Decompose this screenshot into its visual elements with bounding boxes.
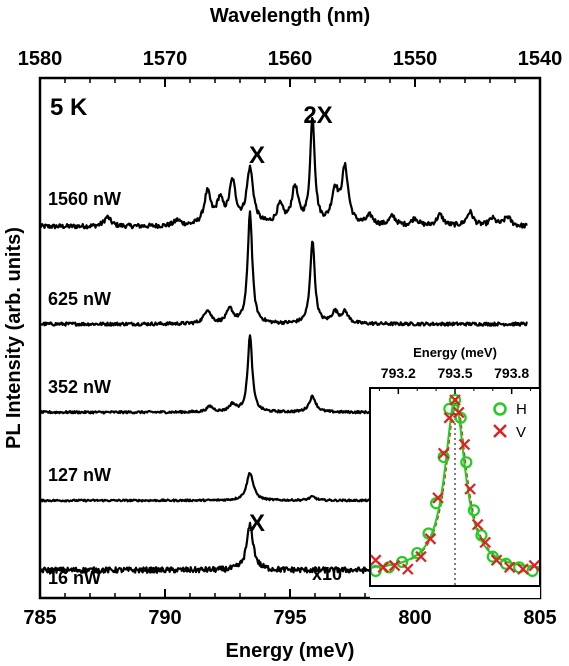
inset-point-v <box>424 533 437 545</box>
inset-point-h <box>411 546 424 560</box>
inset-data <box>369 388 541 586</box>
inset-plot: Energy (meV) 793.2 793.5 793.8 H V <box>369 345 541 598</box>
top-tick-label: 1570 <box>143 48 188 70</box>
temperature-label: 5 K <box>50 94 88 121</box>
legend-label-v: V <box>516 424 526 441</box>
y-axis-title: PL Intensity (arb. units) <box>3 227 25 449</box>
inset-point-v <box>443 412 456 424</box>
inset-point-v <box>503 561 516 574</box>
exciton-label-lower: X <box>249 510 265 537</box>
top-tick-label: 1580 <box>18 48 63 70</box>
inset-point-h <box>448 393 462 407</box>
inset-x-axis: 793.2 793.5 793.8 <box>378 365 532 394</box>
trace-label-352nw: 352 nW <box>48 377 111 397</box>
inset-point-h <box>467 504 480 517</box>
inset-point-v <box>452 406 465 419</box>
inset-point-v <box>464 483 476 495</box>
inset-point-v <box>517 563 529 575</box>
inset-legend: H V <box>493 401 527 441</box>
inset-point-h <box>475 529 488 542</box>
spectrum-trace-16nw <box>39 521 371 574</box>
scale-factor-label: x10 <box>312 564 342 584</box>
inset-point-v <box>432 492 444 504</box>
bottom-axis-title: Energy (meV) <box>226 640 355 662</box>
top-tick-label: 1560 <box>268 48 313 70</box>
trace-label-16nw: 16 nW <box>48 568 101 588</box>
spectra-traces <box>38 116 528 574</box>
inset-point-v <box>528 559 541 572</box>
spectrum-trace-625nw <box>39 210 528 327</box>
inset-axis-title: Energy (meV) <box>413 345 497 360</box>
top-tick-label: 1550 <box>393 48 438 70</box>
inset-point-v <box>479 536 492 549</box>
trace-label-1560nw: 1560 nW <box>48 189 121 209</box>
bottom-tick-label: 795 <box>273 607 306 629</box>
inset-point-v <box>388 559 401 572</box>
inset-tick-label: 793.8 <box>494 365 529 381</box>
top-x-axis: 1580 1570 1560 1550 1540 <box>18 48 563 87</box>
inset-point-h <box>460 456 473 469</box>
trace-label-625nw: 625 nW <box>48 289 111 309</box>
trace-label-127nw: 127 nW <box>48 465 111 485</box>
inset-point-v <box>377 561 390 574</box>
bottom-tick-label: 785 <box>23 607 56 629</box>
legend-label-h: H <box>516 401 527 418</box>
inset-point-h <box>486 550 499 563</box>
top-tick-label: 1540 <box>518 48 563 70</box>
biexciton-label: 2X <box>303 102 332 129</box>
legend-marker-h <box>493 402 507 416</box>
bottom-tick-label: 790 <box>148 607 181 629</box>
inset-point-v <box>449 394 461 406</box>
exciton-label-upper: X <box>249 142 265 169</box>
inset-tick-label: 793.2 <box>381 365 416 381</box>
inset-point-v <box>401 563 414 575</box>
spectrum-trace-352nw <box>39 334 371 415</box>
legend-marker-v <box>493 424 507 438</box>
inset-tick-label: 793.5 <box>437 365 472 381</box>
top-axis-title: Wavelength (nm) <box>210 5 370 27</box>
inset-point-v <box>490 554 503 566</box>
inset-point-v <box>437 447 450 460</box>
spectrum-trace-127nw <box>39 472 371 503</box>
inset-point-v <box>458 438 471 451</box>
bottom-tick-label: 805 <box>523 607 556 629</box>
bottom-tick-label: 800 <box>398 607 431 629</box>
inset-point-v <box>415 550 427 563</box>
inset-point-v <box>471 518 484 531</box>
spectrum-trace-1560nw <box>38 116 528 230</box>
